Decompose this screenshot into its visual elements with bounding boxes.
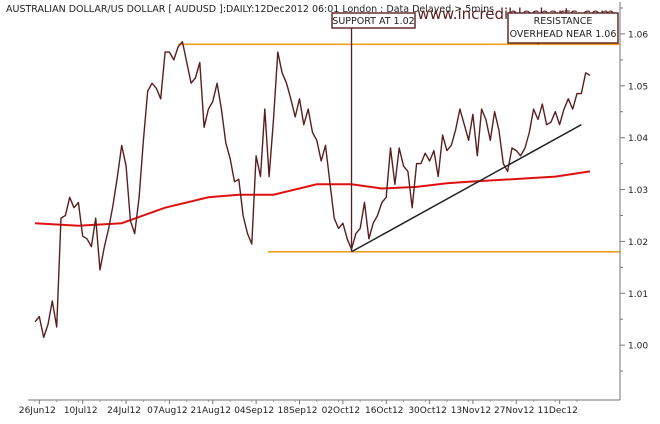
resistance-callout-label-line2: OVERHEAD NEAR 1.06 — [510, 29, 617, 40]
x-tick-label: 26Jun12 — [19, 406, 56, 416]
y-tick-label: 1.05 — [628, 82, 648, 92]
support-callout-label: SUPPORT AT 1.02 — [332, 16, 414, 27]
x-tick-label: 30Oct12 — [408, 406, 446, 416]
x-tick-label: 24Jul12 — [107, 406, 141, 416]
x-tick-label: 07Aug12 — [147, 406, 187, 416]
y-tick-label: 1.01 — [628, 290, 648, 300]
x-tick-label: 21Aug12 — [191, 406, 231, 416]
y-tick-label: 1.02 — [628, 238, 648, 248]
support-callout-box — [331, 12, 416, 29]
y-tick-label: 1.04 — [628, 134, 648, 144]
resistance-callout-box — [507, 12, 619, 44]
chart-title: AUSTRALIAN DOLLAR/US DOLLAR [ AUDUSD ]:D… — [6, 4, 494, 15]
x-tick-label: 27Nov12 — [494, 406, 534, 416]
x-tick-label: 16Oct12 — [365, 406, 403, 416]
x-tick-label: 04Sep12 — [234, 406, 274, 416]
x-tick-label: 02Oct12 — [322, 406, 360, 416]
y-tick-label: 1.03 — [628, 186, 648, 196]
resistance-callout-label-line1: RESISTANCE — [534, 16, 593, 27]
support-trendline — [351, 124, 582, 253]
price-line — [34, 41, 591, 339]
x-tick-label: 11Dec12 — [537, 406, 577, 416]
moving-average-line — [34, 170, 591, 227]
y-tick-label: 1.00 — [628, 342, 648, 352]
y-tick-label: 1.06 — [628, 30, 648, 40]
plot-background — [28, 2, 620, 400]
x-tick-label: 10Jul12 — [64, 406, 98, 416]
x-tick-label: 18Sep12 — [278, 406, 318, 416]
x-tick-label: 13Nov12 — [451, 406, 491, 416]
